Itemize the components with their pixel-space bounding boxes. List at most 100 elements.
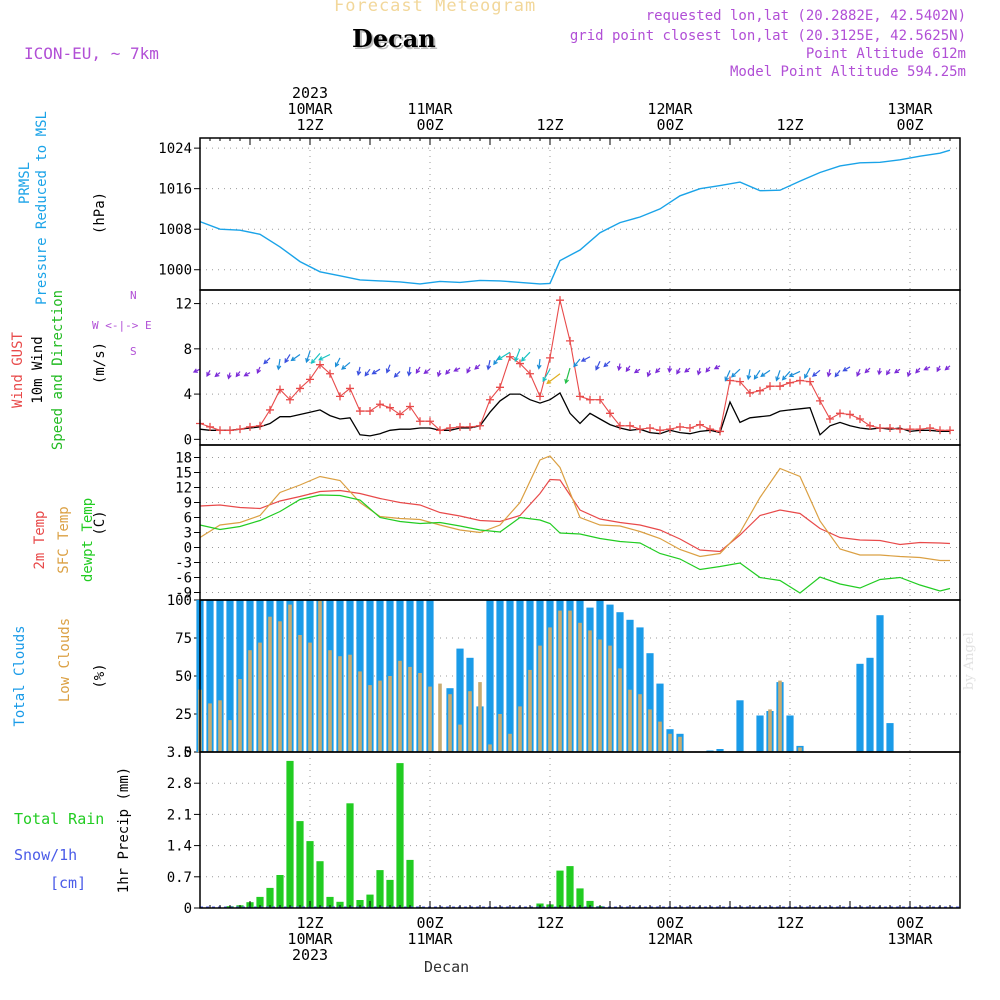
cloud-low-bar: [668, 733, 672, 752]
time-label-bottom: 2023: [292, 946, 328, 964]
wind-panel-frame: [199, 289, 961, 446]
wind-direction-arrow: [453, 367, 461, 372]
wind-direction-arrow: [753, 370, 761, 380]
wind-gust-marker: [636, 425, 644, 434]
wind-gust-marker: [476, 421, 484, 430]
footer-station: Decan: [424, 958, 470, 976]
wind-gust-marker: [766, 382, 774, 391]
time-label-top: 12Z: [776, 116, 803, 134]
wind-gust-marker: [346, 384, 354, 393]
time-label-bottom: 10MAR: [287, 930, 333, 948]
wind-direction-arrow: [406, 366, 412, 377]
cloud-low-bar: [648, 709, 652, 752]
wind-direction-arrow: [826, 369, 832, 378]
wind-direction-arrow: [341, 361, 351, 370]
cloud-total-bar: [496, 600, 504, 752]
temp-ytick-label: 3: [184, 526, 192, 542]
cloud-low-bar: [538, 645, 542, 752]
wind-direction-arrow: [655, 367, 661, 374]
cloud-low-bar: [448, 694, 452, 752]
time-label-bottom: 12Z: [296, 914, 323, 932]
wind-gust-marker: [406, 402, 414, 411]
precip-panel-frame: [199, 751, 961, 909]
wind-gust-marker: [646, 424, 654, 433]
wind-direction-arrow: [595, 361, 601, 371]
cloud-low-bar: [628, 689, 632, 752]
wind-gust-marker: [446, 424, 454, 433]
pressure-ytick-label: 1024: [158, 141, 192, 157]
wind-direction-arrow: [746, 369, 752, 381]
temp-ytick-label: 6: [184, 511, 192, 527]
cloud-total-bar: [786, 715, 794, 752]
wind-gust-marker: [896, 425, 904, 434]
cloud-low-bar: [608, 645, 612, 752]
precip-bar: [316, 861, 324, 908]
wind-direction-arrow: [667, 365, 673, 374]
cloud-total-bar: [646, 653, 654, 752]
temp-dewpt-line: [199, 494, 951, 594]
wind-direction-arrow: [542, 368, 551, 383]
cloud-low-bar: [328, 650, 332, 752]
precip-bar: [556, 870, 564, 908]
wind-gust-marker: [226, 426, 234, 435]
cloud-low-bar: [228, 720, 232, 752]
pressure-line: [199, 149, 951, 285]
precip-bar: [566, 866, 574, 908]
wind-gust-marker: [846, 410, 854, 419]
wind-gust-marker: [776, 382, 784, 391]
wind-direction-arrow: [633, 368, 641, 374]
temp-ytick-label: 15: [175, 466, 192, 482]
cloud-total-bar: [866, 657, 874, 752]
cloud-low-bar: [278, 621, 282, 752]
wind-gust-marker: [836, 409, 844, 418]
requested-coords: requested lon,lat (20.2882E, 42.5402N): [645, 8, 966, 24]
cloud-low-bar: [768, 709, 772, 752]
cloud-total-bar: [236, 600, 244, 752]
cloud-low-bar: [578, 622, 582, 752]
wind-gust-marker: [246, 422, 254, 431]
time-label-bottom: 13MAR: [887, 930, 933, 948]
compass-west-east: W <-|-> E: [92, 319, 152, 332]
wind-gust-marker: [726, 376, 734, 385]
wind-gust-marker: [486, 395, 494, 404]
wind-direction-arrow: [415, 366, 421, 374]
cloud-low-bar: [398, 660, 402, 752]
time-label-top: 13MAR: [887, 100, 933, 118]
wind-gust-marker: [326, 369, 334, 378]
precip-ytick-label: 0.7: [167, 870, 192, 886]
cloud-low-bar: [428, 686, 432, 752]
wind-gust-marker: [336, 392, 344, 401]
wind-gust-marker: [276, 385, 284, 394]
wind-direction-arrow: [886, 368, 891, 376]
wind-gust-marker: [216, 426, 224, 435]
wind-gust-marker: [626, 421, 634, 430]
wind-gust-marker: [786, 378, 794, 387]
wind-direction-arrow: [811, 369, 821, 377]
precip-snow-unit: [cm]: [50, 874, 87, 892]
cloud-low-bar: [588, 630, 592, 752]
wind-direction-arrow: [206, 370, 211, 378]
wind-direction-arrow: [625, 365, 631, 373]
cloud-total-bar: [716, 749, 724, 752]
wind-direction-arrow: [603, 360, 611, 368]
wind-gust-marker: [676, 422, 684, 431]
wind-gust-marker: [916, 425, 924, 434]
wind-direction-arrow: [276, 358, 282, 371]
wind-direction-arrow: [235, 371, 241, 378]
wind-direction-arrow: [646, 370, 652, 378]
cloud-total-bar: [506, 600, 514, 752]
wind-gust-marker: [506, 352, 514, 361]
precip-bar: [276, 875, 284, 908]
time-label-top: 12Z: [536, 116, 563, 134]
wind-direction-arrow: [864, 367, 871, 374]
wind-direction-arrow: [284, 354, 291, 364]
cloud-low-bar: [658, 721, 662, 752]
model-name: ICON-EU, ~ 7km: [24, 44, 159, 63]
wind-direction-arrow: [263, 357, 271, 365]
cloud-total-bar: [736, 700, 744, 752]
cloud-low-bar: [558, 610, 562, 752]
wind-direction-arrow: [573, 358, 581, 368]
wind-gust-marker: [876, 424, 884, 433]
wind-direction-arrow: [493, 355, 501, 366]
precip-bar: [576, 888, 584, 908]
